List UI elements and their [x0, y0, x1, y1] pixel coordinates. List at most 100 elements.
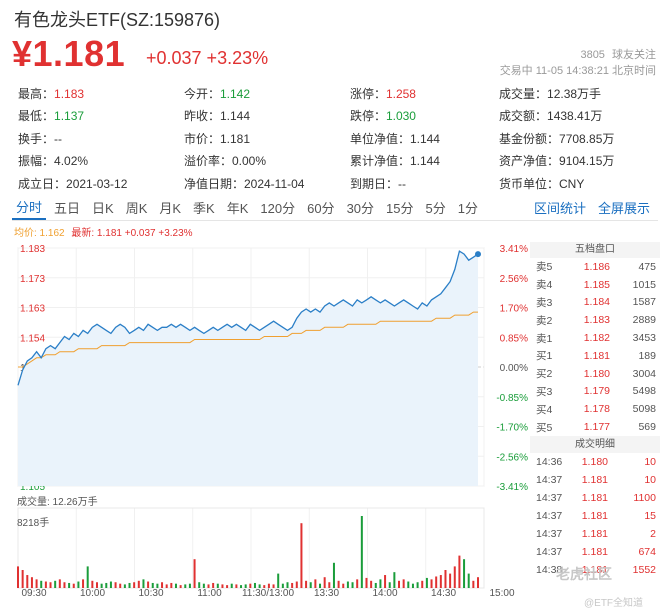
stat-value: -- [397, 176, 406, 191]
volume-bar [44, 581, 47, 588]
volume-bar [133, 582, 136, 588]
volume-bar [388, 582, 391, 588]
stat-value: -- [54, 131, 63, 146]
order-book-vol: 475 [638, 260, 656, 273]
fullscreen-button[interactable]: 全屏展示 [597, 201, 650, 216]
y-left-tick: 1.154 [20, 333, 45, 344]
stat-label: 成交量： [499, 86, 548, 101]
volume-bar [119, 583, 122, 588]
volume-bar [463, 559, 466, 588]
tab-period[interactable]: 120分 [260, 201, 296, 216]
volume-bar [258, 584, 261, 588]
stat-cell: 昨收：1.144 [184, 107, 350, 124]
order-book-label: 买4 [536, 403, 553, 416]
x-tick-label: 10:30 [138, 588, 164, 599]
stat-value: 9104.15万 [559, 154, 615, 169]
stat-value: 1.183 [54, 86, 85, 101]
y-right-tick: 1.70% [500, 304, 528, 315]
trade-time: 14:37 [536, 509, 563, 522]
tab-period[interactable]: 季K [193, 201, 215, 216]
order-book: 五档盘口 卖5 1.186 475 卖4 1.185 1015 卖3 1.184 1587 卖2 1… [530, 242, 660, 579]
volume-bar [58, 579, 61, 588]
tab-period[interactable]: 30分 [346, 201, 375, 216]
stat-cell: 涨停：1.258 [350, 85, 499, 102]
tab-period[interactable]: 60分 [307, 201, 335, 216]
followers[interactable]: 3805 球友关注 [580, 46, 656, 62]
tab-period[interactable]: 月K [159, 201, 182, 216]
trade-row: 14:37 1.181 674 [530, 543, 660, 561]
volume-bar [425, 577, 428, 588]
x-tick-label: 11:00 [197, 588, 222, 599]
price-line [17, 250, 479, 386]
avg-price-line [18, 311, 478, 368]
volume-bar [216, 583, 219, 588]
tab-period[interactable]: 年K [226, 201, 249, 216]
volume-bar [319, 583, 322, 588]
volume-bar [477, 577, 479, 588]
volume-bar [161, 582, 164, 588]
order-book-label: 买2 [536, 368, 553, 381]
tab-period[interactable]: 5分 [425, 201, 446, 216]
trade-price: 1.181 [581, 527, 608, 540]
volume-bar [351, 582, 354, 588]
volume-bar [244, 584, 247, 588]
stat-value: 2021-03-12 [66, 176, 128, 191]
volume-bar [72, 583, 75, 588]
tab-period[interactable]: 日K [92, 201, 114, 216]
stat-cell: 资产净值：9104.15万 [499, 152, 658, 169]
trade-volume: 1100 [633, 491, 656, 504]
volume-bar [49, 582, 52, 588]
tab-period[interactable]: 分时 [12, 195, 47, 220]
volume-bar [226, 585, 229, 588]
trade-row: 14:37 1.181 15 [530, 507, 660, 525]
trade-volume: 674 [638, 545, 656, 558]
tab-period[interactable]: 五日 [54, 201, 81, 216]
volume-bar [291, 582, 294, 588]
order-book-vol: 569 [638, 421, 656, 434]
volume-bar [100, 583, 103, 588]
stat-label: 净值日期： [183, 176, 244, 191]
order-book-vol: 1015 [632, 278, 656, 291]
x-tick-label: 10:00 [79, 588, 106, 599]
stat-label: 基金份额： [499, 131, 560, 146]
volume-bar [449, 573, 452, 588]
order-book-label: 卖1 [536, 332, 553, 345]
stat-cell: 净值日期：2024-11-04 [184, 175, 350, 192]
volume-bar [40, 580, 43, 588]
volume-bar [202, 583, 205, 588]
order-book-vol: 189 [638, 349, 656, 362]
trade-time: 14:37 [536, 491, 563, 504]
volume-bar [77, 581, 80, 588]
stat-label: 振幅： [18, 154, 55, 169]
range-stats-button[interactable]: 区间统计 [533, 201, 586, 216]
tab-period[interactable]: 周K [125, 201, 148, 216]
stat-cell: 累计净值：1.144 [350, 152, 499, 169]
stat-cell: 最低：1.137 [18, 107, 184, 124]
trade-row: 14:37 1.181 2 [530, 525, 660, 543]
y-right-tick: 0.00% [500, 363, 528, 374]
trade-volume: 2 [650, 527, 656, 540]
order-book-vol: 3004 [632, 367, 656, 380]
volume-bar [272, 584, 275, 588]
intraday-chart[interactable]: 1.183 3.41% 1.173 2.56% 1.163 1.70% 1.154 0.85%… [14, 238, 530, 590]
tab-period[interactable]: 1分 [457, 201, 478, 216]
volume-bar [123, 584, 126, 588]
legend-line: 均价: 1.162 最新: 1.181 +0.037 +3.23% [14, 224, 193, 239]
stat-label: 溢价率： [183, 154, 232, 169]
volume-bar [179, 585, 182, 588]
order-book-price: 1.177 [583, 421, 610, 434]
tab-period[interactable]: 15分 [386, 201, 414, 216]
order-book-row: 卖2 1.183 2889 [530, 311, 660, 329]
latest-price-legend: 最新: 1.181 +0.037 +3.23% [71, 228, 193, 239]
trade-volume: 15 [644, 509, 656, 522]
volume-bar [370, 580, 373, 588]
order-book-label: 买1 [536, 350, 553, 363]
followers-label: 球友关注 [612, 49, 656, 61]
volume-bar [230, 583, 233, 588]
y-right-tick: -2.56% [496, 452, 528, 463]
stat-label: 到期日： [349, 176, 398, 191]
chart-period-tabs: 分时 五日 日K 周K 月K 季K 年K 120分 60分 30分 15分 5分 1分 区间统计 全屏展示 [12, 195, 658, 221]
trade-time: 14:37 [536, 527, 563, 540]
stat-value: 4.02% [54, 154, 89, 169]
volume-bar [314, 579, 317, 588]
